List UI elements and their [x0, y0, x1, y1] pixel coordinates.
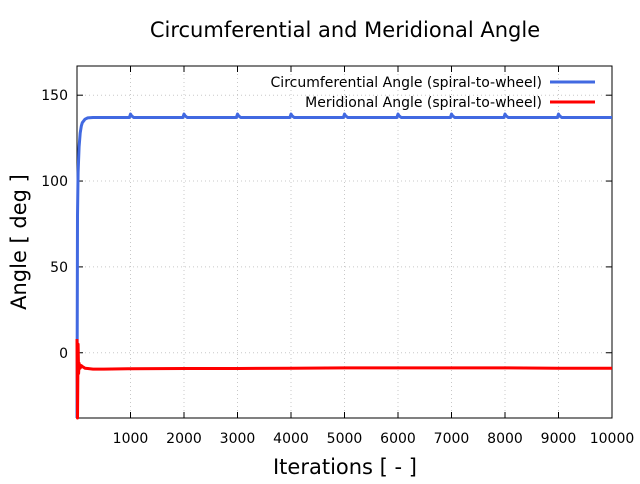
x-tick-label: 8000 — [487, 431, 523, 447]
x-tick-label: 7000 — [434, 431, 470, 447]
series-line-meridional — [75, 338, 612, 420]
y-tick-label: 100 — [41, 174, 68, 190]
y-tick-label: 150 — [41, 88, 68, 104]
legend-label-circumferential: Circumferential Angle (spiral-to-wheel) — [271, 75, 542, 91]
x-tick-label: 6000 — [380, 431, 416, 447]
grid — [77, 66, 612, 418]
x-tick-label: 1000 — [113, 431, 149, 447]
x-tick-label: 2000 — [166, 431, 202, 447]
x-tick-label: 10000 — [590, 431, 635, 447]
legend-label-meridional: Meridional Angle (spiral-to-wheel) — [305, 95, 542, 111]
x-tick-label: 9000 — [541, 431, 577, 447]
x-axis-label: Iterations [ - ] — [273, 455, 417, 479]
x-tick-labels: 1000 2000 3000 4000 5000 6000 7000 8000 9000 1000… — [113, 431, 635, 447]
x-tick-label: 3000 — [220, 431, 256, 447]
y-axis-label: Angle [ deg ] — [7, 174, 31, 310]
series-line-circumferential — [75, 112, 612, 419]
y-tick-label: 0 — [59, 346, 68, 362]
series-group — [75, 112, 612, 420]
x-tick-label: 5000 — [327, 431, 363, 447]
y-tick-label: 50 — [50, 260, 68, 276]
chart-title: Circumferential and Meridional Angle — [150, 18, 540, 42]
legend: Circumferential Angle (spiral-to-wheel) … — [271, 75, 595, 111]
y-tick-labels: 0 50 100 150 — [41, 88, 68, 362]
x-tick-label: 4000 — [273, 431, 309, 447]
